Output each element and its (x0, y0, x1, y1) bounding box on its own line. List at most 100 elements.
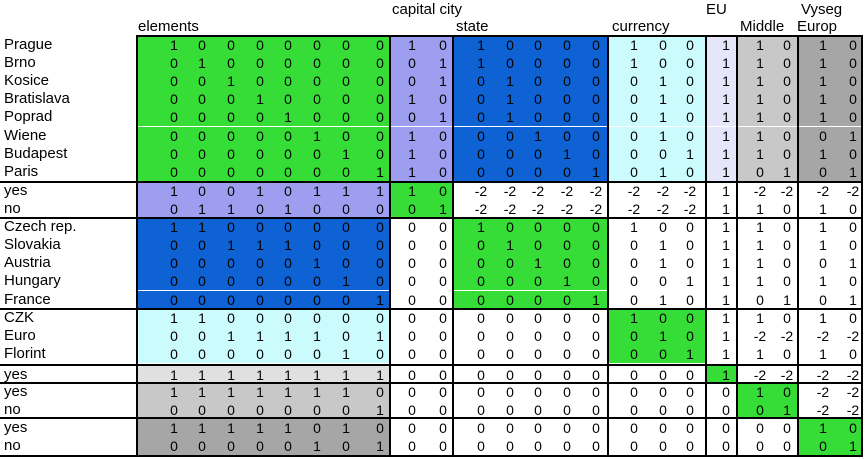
cell-block (137, 327, 389, 345)
table-cell: 1 (849, 438, 857, 454)
table-cell: 0 (506, 146, 514, 162)
grid-divider (0, 455, 862, 457)
table-cell: 1 (722, 55, 730, 71)
table-cell: 0 (592, 255, 600, 271)
cell-block (705, 127, 736, 145)
table-cell: 1 (819, 91, 827, 107)
table-cell: 1 (849, 128, 857, 144)
table-cell: 0 (506, 438, 514, 454)
table-cell: 0 (477, 109, 485, 125)
cell-block (137, 236, 389, 254)
cell-block (705, 272, 736, 290)
table-cell: 1 (756, 128, 764, 144)
table-cell: 1 (408, 37, 416, 53)
table-cell: 0 (408, 328, 416, 344)
table-cell: 0 (198, 91, 206, 107)
table-cell: 0 (659, 346, 667, 362)
cell-block (452, 163, 607, 181)
cell-block (452, 54, 607, 72)
cell-block (607, 437, 705, 455)
table-cell: 0 (849, 146, 857, 162)
cell-block (797, 182, 862, 200)
table-cell: 0 (256, 255, 264, 271)
cell-block (736, 218, 797, 236)
table-cell: 1 (722, 91, 730, 107)
row-label: Hungary (4, 272, 61, 289)
cell-block (389, 327, 452, 345)
table-cell: 0 (170, 237, 178, 253)
table-cell: 1 (659, 292, 667, 308)
table-cell: 0 (534, 384, 542, 400)
table-cell: 0 (439, 146, 447, 162)
row-label: France (4, 291, 51, 308)
cell-block (736, 327, 797, 345)
table-cell: 0 (630, 273, 638, 289)
table-cell: 0 (849, 91, 857, 107)
cell-block (705, 291, 736, 309)
table-cell: 0 (256, 73, 264, 89)
table-cell: 0 (534, 367, 542, 383)
table-cell: 0 (686, 420, 694, 436)
table-cell: 0 (170, 146, 178, 162)
table-cell: 0 (756, 292, 764, 308)
table-cell: 0 (439, 37, 447, 53)
table-cell: 1 (630, 55, 638, 71)
cell-block (736, 291, 797, 309)
table-cell: 0 (439, 183, 447, 199)
table-cell: 0 (227, 402, 235, 418)
table-cell: 0 (534, 346, 542, 362)
table-cell: 1 (408, 91, 416, 107)
table-cell: 1 (563, 146, 571, 162)
cell-block (452, 327, 607, 345)
table-cell: 1 (819, 201, 827, 217)
row-label: yes (4, 366, 28, 383)
table-cell: 1 (849, 255, 857, 271)
grid-divider (0, 364, 862, 366)
table-cell: 0 (849, 55, 857, 71)
row-label: no (4, 437, 21, 454)
cell-block (797, 437, 862, 455)
table-cell: 1 (313, 328, 321, 344)
table-cell: 0 (439, 367, 447, 383)
table-cell: 1 (376, 402, 384, 418)
row-label: yes (4, 383, 28, 400)
table-cell: 0 (563, 367, 571, 383)
row-label: Paris (4, 163, 39, 180)
table-cell: -2 (503, 201, 517, 217)
cell-block (736, 309, 797, 327)
table-cell: 0 (313, 146, 321, 162)
table-cell: 0 (659, 310, 667, 326)
table-cell: 1 (256, 367, 264, 383)
table-cell: 0 (477, 146, 485, 162)
table-cell: 0 (408, 201, 416, 217)
table-cell: 0 (342, 292, 350, 308)
cell-block (607, 54, 705, 72)
table-cell: 0 (408, 255, 416, 271)
table-cell: 0 (756, 164, 764, 180)
table-cell: 1 (477, 55, 485, 71)
table-cell: -2 (780, 328, 794, 344)
table-cell: 1 (819, 55, 827, 71)
table-cell: 0 (563, 128, 571, 144)
table-cell: 0 (659, 219, 667, 235)
table-cell: 0 (284, 402, 292, 418)
row-label: yes (4, 182, 28, 199)
table-cell: 0 (313, 73, 321, 89)
table-cell: 0 (313, 164, 321, 180)
table-cell: 0 (198, 346, 206, 362)
table-cell: 1 (756, 91, 764, 107)
cell-block (452, 419, 607, 437)
cell-block (389, 182, 452, 200)
table-cell: 1 (439, 109, 447, 125)
table-cell: 1 (506, 237, 514, 253)
table-cell: 1 (170, 310, 178, 326)
table-cell: 1 (506, 73, 514, 89)
table-cell: 1 (439, 55, 447, 71)
table-cell: 0 (592, 346, 600, 362)
row-label: Bratislava (4, 90, 70, 107)
table-cell: 1 (313, 128, 321, 144)
table-cell: 1 (592, 164, 600, 180)
table-cell: 0 (170, 273, 178, 289)
table-cell: 0 (659, 273, 667, 289)
table-cell: 1 (783, 292, 791, 308)
